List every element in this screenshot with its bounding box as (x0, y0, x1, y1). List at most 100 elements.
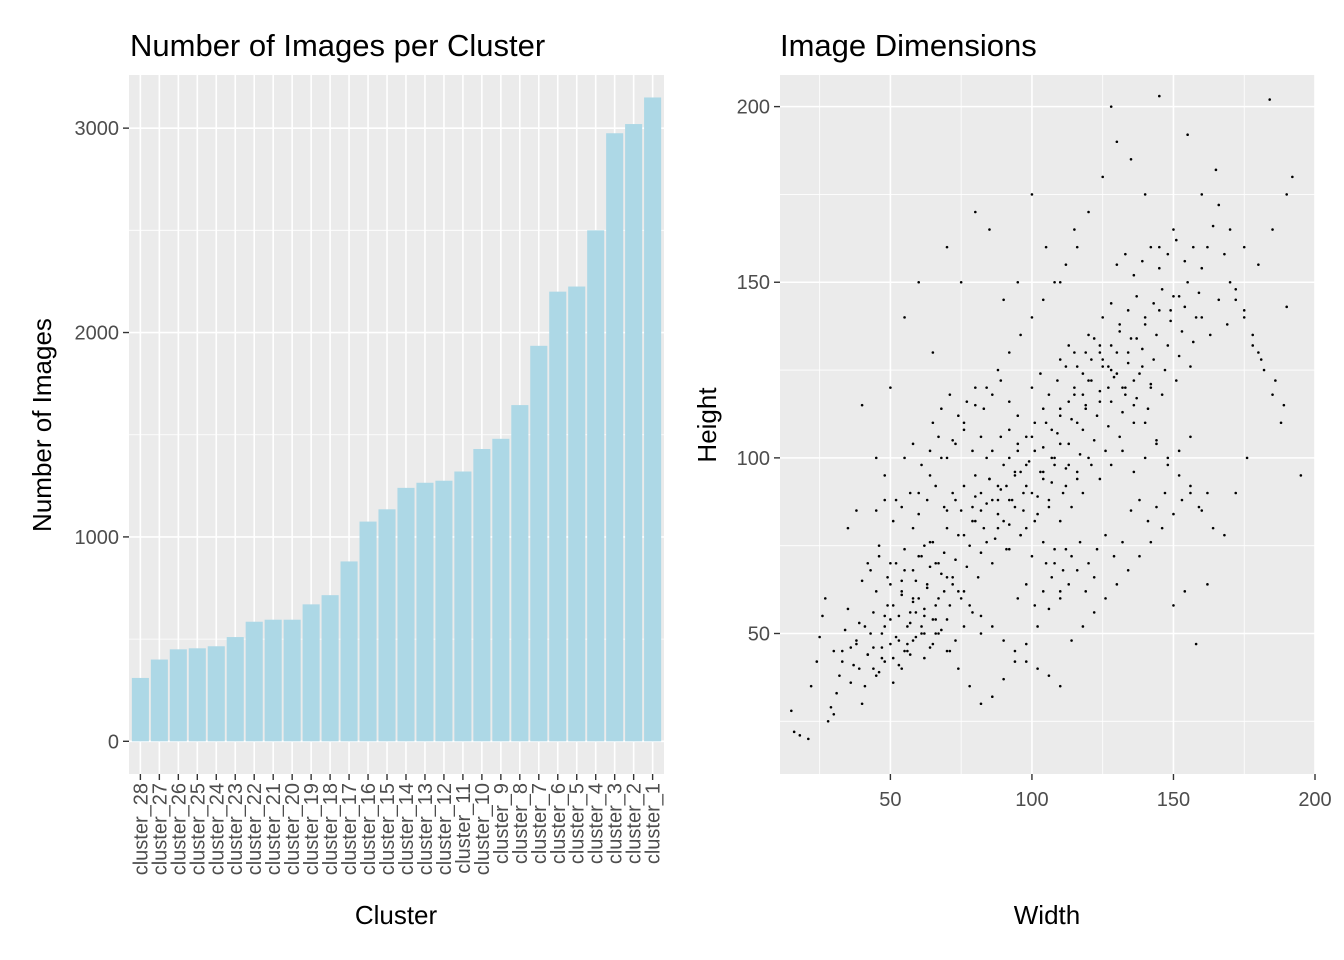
scatter-x-tick-label: 100 (1015, 789, 1048, 811)
scatter-point (1228, 228, 1232, 231)
scatter-point (925, 498, 929, 502)
scatter-point (1158, 94, 1161, 98)
bar-x-tick-label: cluster_26 (168, 783, 190, 875)
scatter-point (1189, 484, 1192, 488)
scatter-point (1073, 228, 1076, 231)
scatter-point (1084, 407, 1088, 410)
scatter-point (846, 526, 850, 530)
scatter-point (1061, 491, 1065, 495)
scatter-point (965, 400, 969, 403)
scatter-point (1268, 98, 1272, 101)
scatter-point (798, 734, 802, 737)
scatter-point (1024, 435, 1028, 439)
bar (644, 97, 662, 742)
scatter-point (1050, 456, 1054, 460)
bar (321, 595, 339, 742)
scatter-point (872, 611, 875, 614)
scatter-point (974, 403, 977, 407)
scatter-point (1067, 442, 1071, 446)
scatter-point (940, 572, 943, 576)
scatter-point (1118, 435, 1121, 439)
scatter-point (894, 561, 898, 565)
scatter-point (874, 509, 878, 512)
scatter-chart-grid (780, 75, 1316, 774)
scatter-point (792, 730, 796, 734)
bar-x-tick-label: cluster_9 (491, 783, 513, 864)
scatter-point (1166, 344, 1170, 347)
scatter-point (906, 625, 909, 628)
scatter-point (1053, 456, 1056, 460)
scatter-point (908, 653, 912, 656)
scatter-point (1075, 470, 1079, 474)
scatter-point (991, 498, 994, 502)
scatter-point (940, 456, 943, 460)
scatter-point (979, 491, 983, 495)
scatter-point (869, 568, 872, 572)
scatter-point (1013, 660, 1017, 663)
scatter-point (937, 597, 940, 600)
scatter-point (1030, 435, 1034, 439)
bar-x-tick-label: cluster_14 (396, 783, 418, 875)
scatter-point (832, 712, 836, 716)
scatter-point (957, 414, 960, 418)
scatter-point (1047, 393, 1051, 396)
scatter-point (928, 646, 932, 649)
scatter-point (985, 456, 988, 460)
scatter-point (959, 597, 963, 600)
scatter-point (1217, 203, 1221, 207)
scatter-point (1016, 597, 1020, 600)
scatter-chart: Image Dimensions 50 100 150 200 50 100 150 200… (692, 28, 1332, 930)
scatter-point (1019, 533, 1022, 537)
bar (150, 659, 168, 742)
scatter-point (988, 477, 991, 481)
scatter-point (954, 639, 957, 642)
scatter-point (1041, 446, 1045, 449)
scatter-point (840, 649, 844, 653)
scatter-point (1058, 597, 1062, 600)
scatter-points (790, 94, 1303, 741)
scatter-point (880, 632, 884, 635)
scatter-point (1262, 368, 1266, 372)
scatter-point (1067, 583, 1071, 586)
scatter-point (1158, 266, 1161, 270)
bar-x-tick-label: cluster_12 (434, 783, 456, 875)
scatter-point (1064, 547, 1068, 551)
scatter-point (1050, 428, 1054, 432)
scatter-point (971, 611, 974, 614)
scatter-point (883, 614, 887, 618)
scatter-point (954, 498, 957, 502)
scatter-point (903, 649, 906, 653)
bar (245, 621, 263, 742)
scatter-y-tick-label: 150 (737, 272, 770, 294)
scatter-point (900, 505, 904, 509)
scatter-point (1172, 294, 1175, 298)
scatter-point (1047, 498, 1051, 502)
scatter-point (974, 519, 977, 523)
scatter-point (849, 646, 853, 649)
scatter-point (1058, 684, 1062, 688)
scatter-point (1126, 351, 1130, 354)
scatter-point (931, 540, 935, 544)
scatter-point (1109, 344, 1113, 347)
scatter-point (1007, 523, 1011, 526)
scatter-point (976, 575, 980, 579)
scatter-point (1056, 431, 1059, 435)
scatter-point (954, 442, 957, 446)
scatter-point (1285, 305, 1288, 309)
bar (340, 561, 358, 742)
scatter-point (846, 607, 850, 611)
scatter-point (1189, 491, 1192, 495)
scatter-point (889, 642, 892, 646)
scatter-point (1180, 330, 1184, 333)
scatter-point (1030, 193, 1034, 196)
scatter-point (1172, 228, 1175, 231)
scatter-chart-panel (780, 75, 1315, 774)
scatter-point (1016, 449, 1020, 453)
scatter-point (897, 639, 901, 642)
scatter-chart-xlabel: Width (1014, 900, 1080, 930)
scatter-point (863, 684, 867, 688)
scatter-point (1177, 294, 1181, 298)
bar-x-tick-label: cluster_11 (453, 783, 475, 874)
scatter-point (1030, 491, 1034, 495)
scatter-point (1090, 379, 1093, 382)
